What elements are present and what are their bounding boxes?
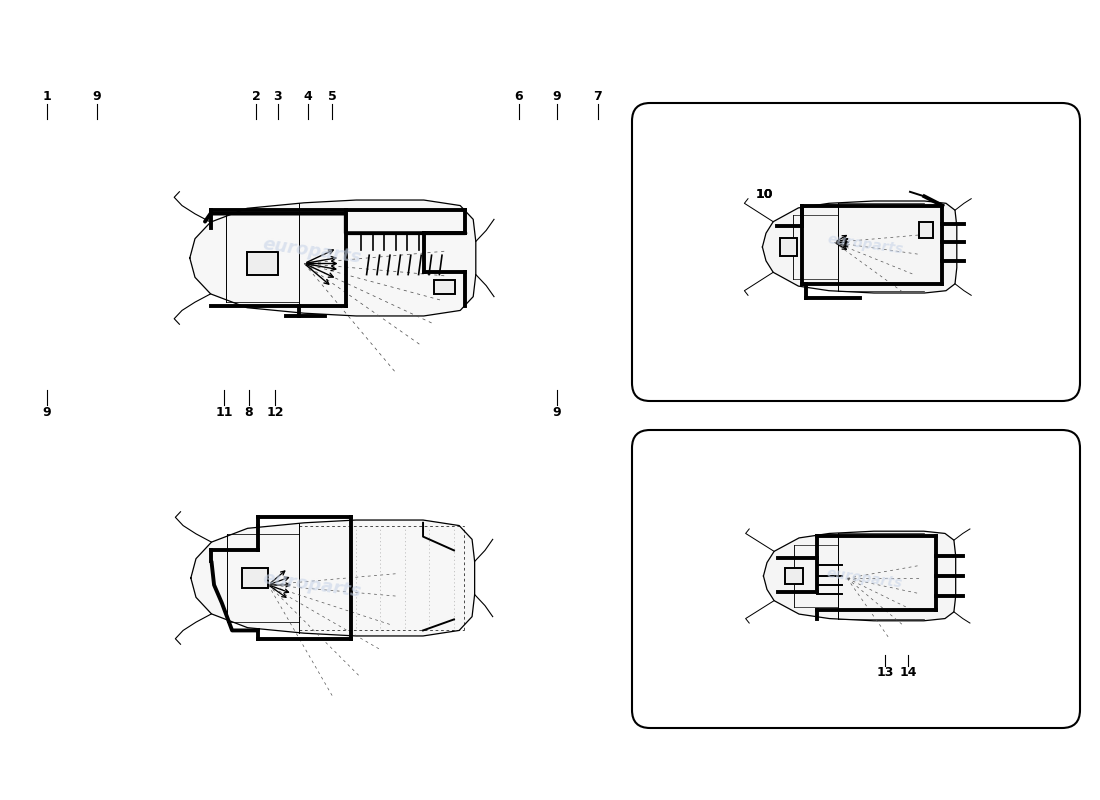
Text: 8: 8 xyxy=(244,406,253,418)
Text: 9: 9 xyxy=(92,90,101,103)
Text: 14: 14 xyxy=(900,666,916,679)
Bar xyxy=(434,280,455,294)
Text: 9: 9 xyxy=(552,406,561,418)
Text: 1: 1 xyxy=(43,90,52,103)
Text: europarts: europarts xyxy=(826,233,904,257)
Text: 5: 5 xyxy=(328,90,337,103)
Text: 2: 2 xyxy=(252,90,261,103)
FancyBboxPatch shape xyxy=(632,430,1080,728)
Text: 4: 4 xyxy=(304,90,312,103)
Text: europarts: europarts xyxy=(262,235,363,267)
Text: 9: 9 xyxy=(552,90,561,103)
Text: 13: 13 xyxy=(877,666,893,679)
Text: 9: 9 xyxy=(43,406,52,418)
FancyBboxPatch shape xyxy=(632,103,1080,401)
Polygon shape xyxy=(763,531,956,621)
Bar xyxy=(248,253,278,274)
Text: 10: 10 xyxy=(756,189,772,202)
Bar xyxy=(780,238,796,256)
Text: 3: 3 xyxy=(274,90,283,103)
Bar xyxy=(784,568,803,584)
Text: europarts: europarts xyxy=(826,566,904,590)
Text: 7: 7 xyxy=(594,90,603,103)
Text: 11: 11 xyxy=(216,406,233,418)
Polygon shape xyxy=(190,520,474,636)
Text: 10: 10 xyxy=(756,189,772,202)
Bar xyxy=(242,568,268,588)
Polygon shape xyxy=(190,200,476,316)
Text: europarts: europarts xyxy=(262,569,363,601)
Text: 12: 12 xyxy=(266,406,284,418)
Text: 6: 6 xyxy=(515,90,524,103)
Polygon shape xyxy=(762,201,957,293)
Bar xyxy=(918,222,934,238)
